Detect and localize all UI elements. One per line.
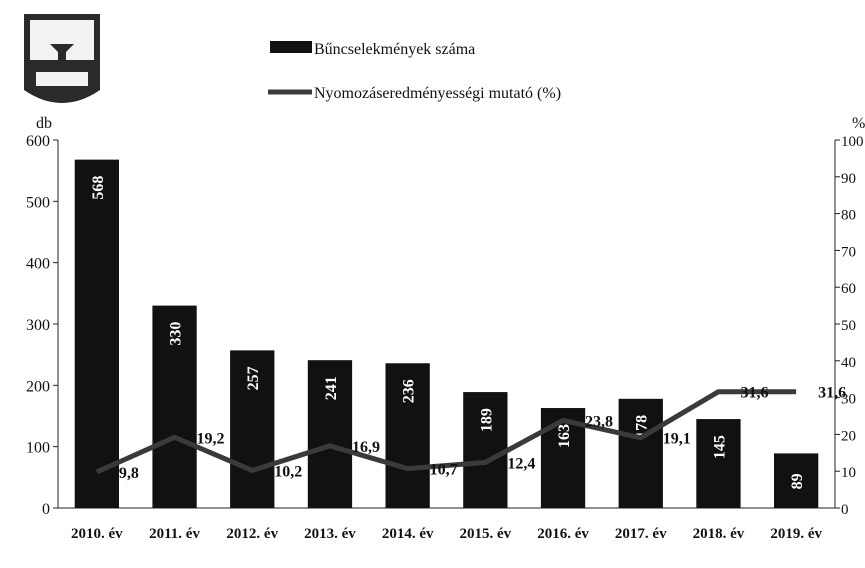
line-value-label: 19,1 xyxy=(663,431,691,448)
x-tick-label: 2014. év xyxy=(382,526,434,542)
y2-tick-label: 0 xyxy=(841,502,849,518)
bar xyxy=(152,305,197,508)
bar xyxy=(307,360,353,508)
y2-axis-title: % xyxy=(852,115,865,132)
bar-value-label: 568 xyxy=(90,176,107,200)
y-tick-label: 600 xyxy=(26,133,50,150)
y2-tick-label: 50 xyxy=(841,318,856,334)
bar-value-label: 189 xyxy=(478,408,495,432)
bar xyxy=(463,392,508,508)
y2-tick-label: 90 xyxy=(841,171,856,187)
line-value-label: 10,7 xyxy=(430,462,458,479)
bar-value-label: 89 xyxy=(789,473,806,489)
y-tick-label: 300 xyxy=(26,317,50,334)
y2-tick-label: 80 xyxy=(841,208,856,224)
bar-value-label: 145 xyxy=(711,435,728,459)
bar xyxy=(774,453,819,508)
y-axis-title: db xyxy=(36,115,52,132)
line-value-label: 31,6 xyxy=(740,385,768,402)
line xyxy=(95,389,797,475)
y2-tick-label: 40 xyxy=(841,355,856,371)
bar-value-label: 330 xyxy=(168,322,185,346)
police-logo xyxy=(24,14,100,103)
y-tick-label: 0 xyxy=(42,501,50,518)
bar-value-label: 257 xyxy=(245,366,262,390)
bar xyxy=(385,363,430,508)
line-value-label: 16,9 xyxy=(352,439,380,456)
line-value-label: 9,8 xyxy=(119,465,139,482)
x-tick-label: 2018. év xyxy=(693,526,745,542)
x-tick-label: 2019. év xyxy=(770,526,822,542)
legend-label: Bűncselekmények száma xyxy=(314,41,475,58)
y2-tick-label: 60 xyxy=(841,281,856,297)
line-value-label: 19,2 xyxy=(197,430,225,447)
bar xyxy=(618,398,663,508)
legend-swatch xyxy=(270,41,312,53)
x-tick-label: 2013. év xyxy=(304,526,356,542)
x-tick-label: 2015. év xyxy=(460,526,512,542)
bar-value-label: 241 xyxy=(323,376,340,400)
y2-tick-label: 70 xyxy=(841,244,856,260)
y2-tick-label: 20 xyxy=(841,428,856,444)
y2-tick-label: 100 xyxy=(841,134,864,150)
bar-value-label: 236 xyxy=(401,379,418,403)
bar-value-label: 163 xyxy=(556,424,573,448)
y-tick-label: 100 xyxy=(26,440,50,457)
y-tick-label: 500 xyxy=(26,194,50,211)
line-value-label: 31,6 xyxy=(818,385,846,402)
y-tick-label: 400 xyxy=(26,256,50,273)
x-tick-label: 2012. év xyxy=(226,526,278,542)
bar xyxy=(696,419,741,508)
legend-label: Nyomozáseredményességi mutató (%) xyxy=(314,85,561,102)
x-tick-label: 2011. év xyxy=(149,526,200,542)
line-value-label: 12,4 xyxy=(507,455,535,472)
x-tick-label: 2017. év xyxy=(615,526,667,542)
line-value-label: 23,8 xyxy=(585,413,613,430)
bar xyxy=(74,159,119,509)
x-tick-label: 2010. év xyxy=(71,526,123,542)
y2-tick-label: 10 xyxy=(841,465,856,481)
y-tick-label: 200 xyxy=(26,378,50,395)
y2-tick-label: 30 xyxy=(841,392,856,408)
x-tick-label: 2016. év xyxy=(537,526,589,542)
line-value-label: 10,2 xyxy=(274,463,302,480)
bar xyxy=(230,350,275,508)
